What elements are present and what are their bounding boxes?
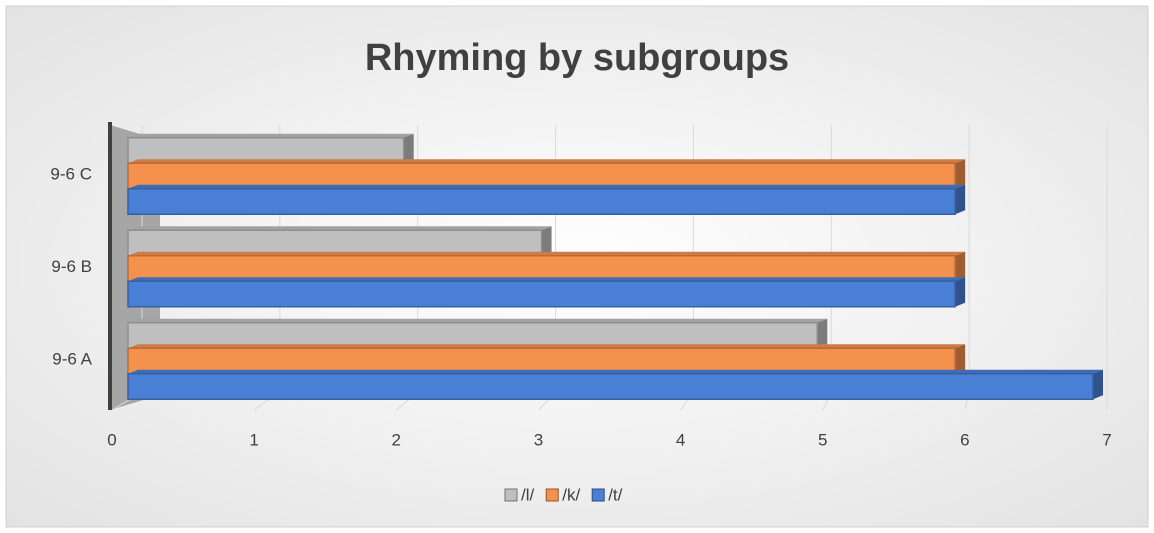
bar xyxy=(127,229,543,257)
x-tick-label: 1 xyxy=(249,430,258,449)
bar-side xyxy=(817,318,828,349)
bar xyxy=(127,347,956,375)
legend-label: /l/ xyxy=(521,485,535,504)
bar xyxy=(127,280,956,308)
chart-title: Rhyming by subgroups xyxy=(365,37,789,79)
x-tick-label: 6 xyxy=(960,430,969,449)
y-tick-label: 9-6 C xyxy=(50,164,92,183)
bar-side xyxy=(541,226,552,256)
legend-swatch xyxy=(504,488,518,502)
bar xyxy=(127,373,1094,400)
legend: /l/ /k/ /t/ xyxy=(504,485,623,504)
bar xyxy=(127,255,956,282)
x-tick-label: 0 xyxy=(107,430,116,449)
legend-label: /t/ xyxy=(608,485,622,504)
x-tick-label: 4 xyxy=(676,430,685,449)
bar xyxy=(127,188,956,215)
bar-top xyxy=(128,133,414,138)
bar xyxy=(127,322,819,349)
x-tick-label: 3 xyxy=(534,430,543,449)
bar-side xyxy=(1093,369,1103,400)
bar-top xyxy=(128,226,552,231)
bar-top xyxy=(128,369,1103,374)
bar-side xyxy=(955,251,966,282)
bar-top xyxy=(128,159,966,164)
y-tick-label: 9-6 A xyxy=(52,349,92,368)
x-tick-label: 5 xyxy=(818,430,827,449)
bar-side xyxy=(955,184,966,215)
bar-top xyxy=(128,318,828,323)
bar-side xyxy=(955,344,966,374)
bar-top xyxy=(128,277,966,282)
x-tick-label: 7 xyxy=(1102,430,1111,449)
bar-side xyxy=(403,133,414,164)
bar-side xyxy=(955,277,966,307)
x-tick-label: 2 xyxy=(392,430,401,449)
bar-side xyxy=(955,159,966,189)
legend-swatch xyxy=(545,488,559,502)
legend-swatch xyxy=(591,488,605,502)
bar-top xyxy=(128,184,966,189)
bar xyxy=(127,162,956,190)
bar-top xyxy=(128,344,966,349)
y-tick-label: 9-6 B xyxy=(51,257,92,276)
legend-label: /k/ xyxy=(562,485,580,504)
bar-top xyxy=(128,251,966,256)
